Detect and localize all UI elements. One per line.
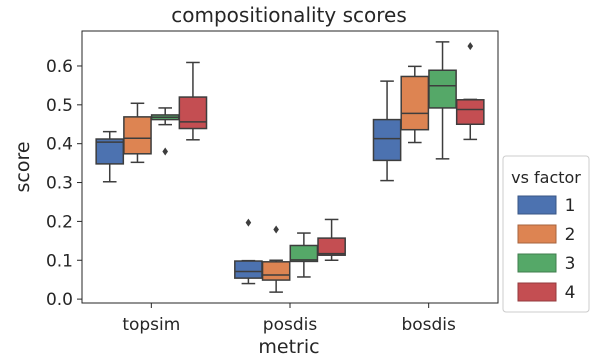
box-topsim-factor-4 [178,61,208,141]
x-tick-label: topsim [122,315,180,335]
y-tick-label: 0.1 [46,251,73,271]
legend-swatch-2 [517,224,557,244]
y-axis: 0.0 0.1 0.2 0.3 0.4 0.5 0.6 [46,57,82,310]
y-tick-label: 0.6 [46,57,73,77]
box-topsim-factor-3 [150,107,180,156]
legend-title: vs factor [511,168,581,187]
box-iqr [123,116,152,155]
legend: vs factor 1 2 3 4 [502,155,590,313]
legend-swatch-4 [517,282,557,302]
legend-label-2: 2 [565,225,576,245]
legend-label-4: 4 [565,283,576,303]
x-axis-title: metric [258,336,319,358]
x-axis: topsim posdis bosdis [122,303,456,335]
box-iqr [261,261,291,281]
outlier-point [245,218,252,227]
y-tick-label: 0.2 [46,212,73,232]
box-posdis-factor-4 [317,218,346,262]
box-iqr [455,99,485,126]
box-topsim-factor-2 [123,102,152,164]
box-bosdis-factor-2 [400,65,430,144]
box-series-group [95,41,485,293]
legend-label-1: 1 [565,196,576,216]
y-tick-label: 0.5 [46,96,73,116]
box-iqr [372,118,402,162]
legend-swatch-1 [517,195,557,215]
y-tick-label: 0.4 [46,135,73,155]
outlier-point [162,147,168,156]
box-bosdis-factor-1 [372,80,402,182]
box-iqr [234,260,263,279]
outlier-point [273,225,279,234]
legend-swatch-3 [517,253,557,273]
box-iqr [289,244,319,263]
box-bosdis-factor-4 [455,42,485,141]
chart-title: compositionality scores [171,3,407,27]
box-iqr [428,69,457,109]
box-bosdis-factor-3 [428,41,457,160]
box-iqr [178,96,208,130]
box-posdis-factor-1 [234,218,263,285]
box-iqr [400,75,430,131]
legend-label-3: 3 [565,254,576,274]
box-posdis-factor-2 [261,225,291,293]
x-tick-label: posdis [263,315,318,335]
x-tick-label: bosdis [401,315,456,335]
y-axis-title: score [12,141,34,192]
y-tick-label: 0.3 [46,174,73,194]
box-iqr [317,237,346,256]
outlier-point [467,42,474,51]
y-tick-label: 0.0 [46,290,73,310]
